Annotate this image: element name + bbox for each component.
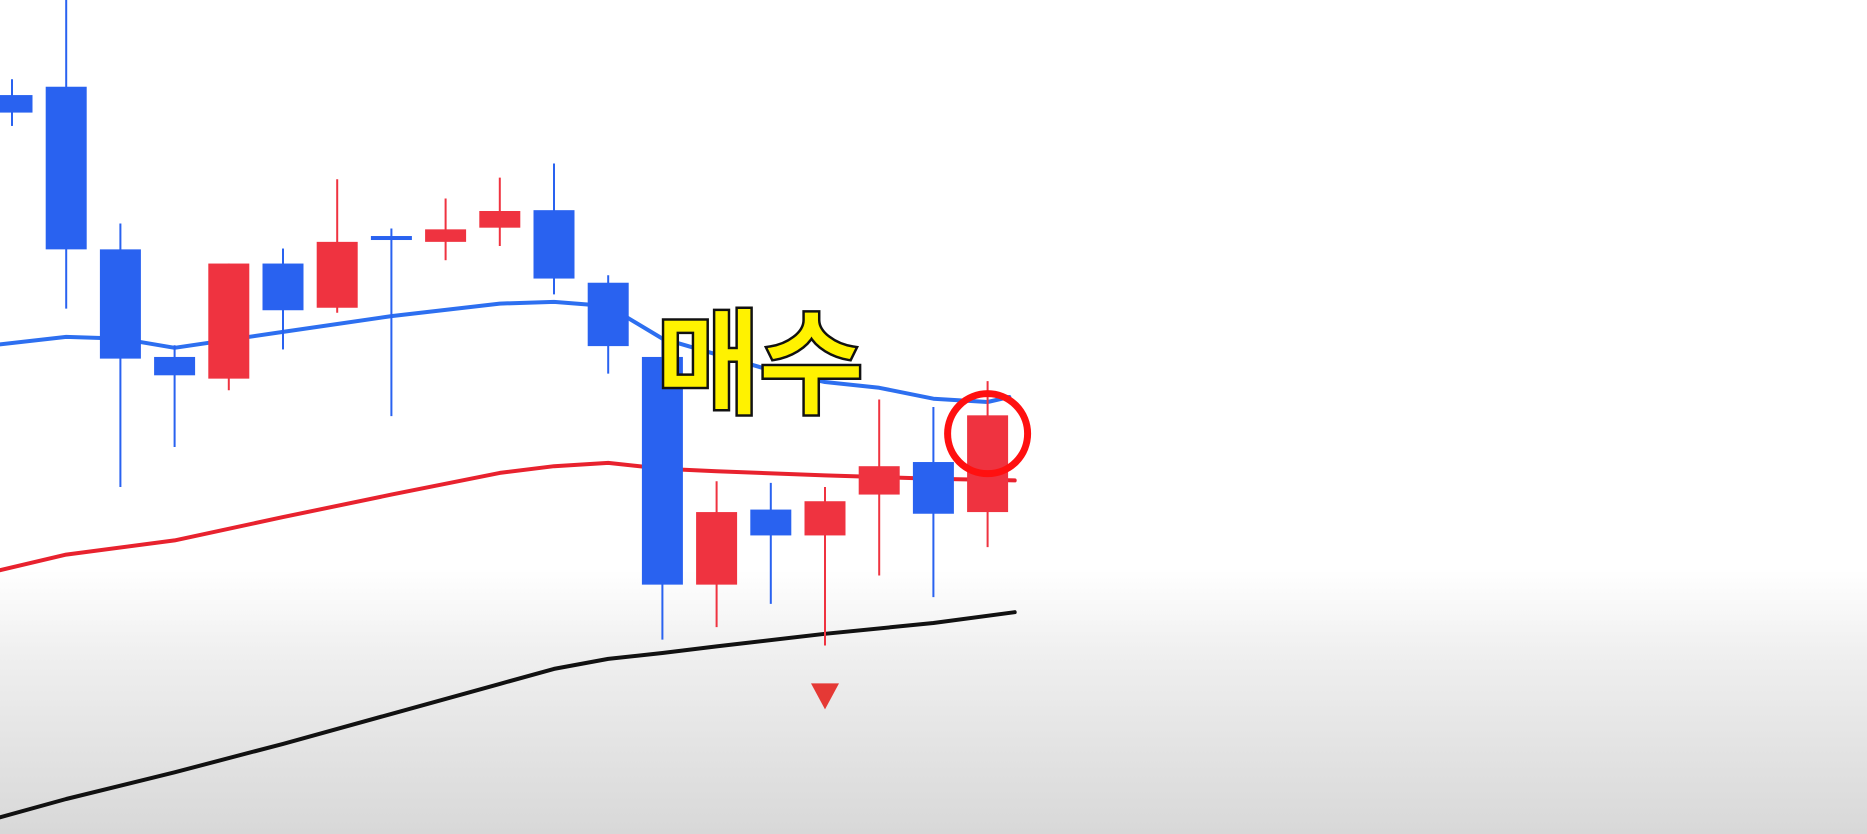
candle-body bbox=[479, 211, 521, 228]
candle-body bbox=[804, 501, 846, 536]
candle-body bbox=[967, 415, 1009, 513]
candle bbox=[370, 228, 412, 417]
candle bbox=[858, 399, 900, 576]
annotations-group: 매수 bbox=[654, 298, 1032, 710]
candle-body bbox=[262, 263, 304, 311]
candle-body bbox=[587, 282, 629, 347]
candle bbox=[208, 263, 250, 391]
candle bbox=[425, 198, 467, 261]
candles-group bbox=[0, 0, 1009, 646]
candle-body bbox=[154, 356, 196, 376]
candle bbox=[533, 163, 575, 295]
candle bbox=[45, 0, 87, 309]
buy-annotation-label: 매수 bbox=[657, 301, 863, 431]
candle bbox=[750, 482, 792, 604]
ma-long-line bbox=[0, 610, 1017, 820]
candle bbox=[262, 248, 304, 350]
candle-body bbox=[425, 229, 467, 242]
ma-mid-line bbox=[0, 460, 1017, 573]
sell-signal-marker bbox=[811, 683, 839, 710]
candle bbox=[804, 487, 846, 646]
candle bbox=[587, 275, 629, 374]
candle bbox=[641, 336, 683, 640]
candle bbox=[912, 406, 954, 598]
candle bbox=[154, 345, 196, 448]
candle-body bbox=[370, 236, 412, 241]
candle-body bbox=[45, 86, 87, 250]
candle-body bbox=[750, 509, 792, 536]
candle bbox=[316, 179, 358, 313]
candle bbox=[99, 223, 141, 488]
candle-body bbox=[316, 241, 358, 308]
candle bbox=[696, 481, 738, 628]
candle-body bbox=[0, 95, 33, 113]
candle-body bbox=[641, 356, 683, 585]
candle-body bbox=[696, 512, 738, 585]
candle-body bbox=[99, 249, 141, 359]
candle bbox=[967, 381, 1009, 548]
candle-body bbox=[912, 462, 954, 514]
candle bbox=[0, 79, 33, 126]
highlight-circle bbox=[944, 390, 1032, 478]
candle bbox=[479, 177, 521, 247]
candle-body bbox=[208, 263, 250, 379]
candle-body bbox=[533, 210, 575, 279]
candle-body bbox=[858, 466, 900, 495]
